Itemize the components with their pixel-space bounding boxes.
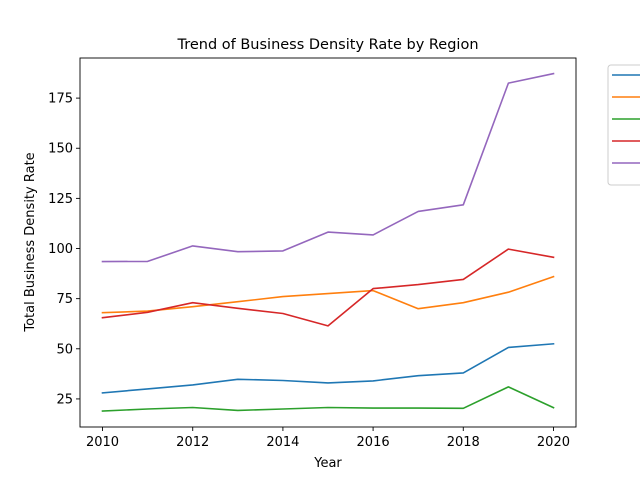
x-axis-label: Year [313,456,342,471]
y-tick-label: 75 [56,292,73,307]
series-line-3 [101,386,555,412]
y-tick-label: 50 [56,342,73,357]
series-line-1 [101,342,555,394]
x-tick-label: 2012 [176,435,209,450]
plot-area: 2010 2012 2014 2016 2018 2020 25 50 75 100 125 150 1… [48,57,577,450]
series-line-5 [101,72,555,263]
y-tick-label: 25 [56,392,73,407]
series-line-4 [101,248,555,327]
x-tick-label: 2020 [537,435,570,450]
y-tick-label: 125 [48,192,73,207]
x-tick-label: 2014 [266,435,299,450]
series-line-2 [101,275,555,314]
y-tick-label: 150 [48,142,73,157]
x-tick-label: 2018 [447,435,480,450]
x-tick-label: 2010 [86,435,119,450]
chart-title: Trend of Business Density Rate by Region [176,37,478,53]
y-axis-label: Total Business Density Rate [23,152,38,332]
legend [607,64,640,186]
legend-box [607,64,640,186]
x-tick-label: 2016 [357,435,390,450]
y-tick-label: 100 [48,242,73,257]
axes-frame [79,57,577,428]
y-tick-label: 175 [48,92,73,107]
